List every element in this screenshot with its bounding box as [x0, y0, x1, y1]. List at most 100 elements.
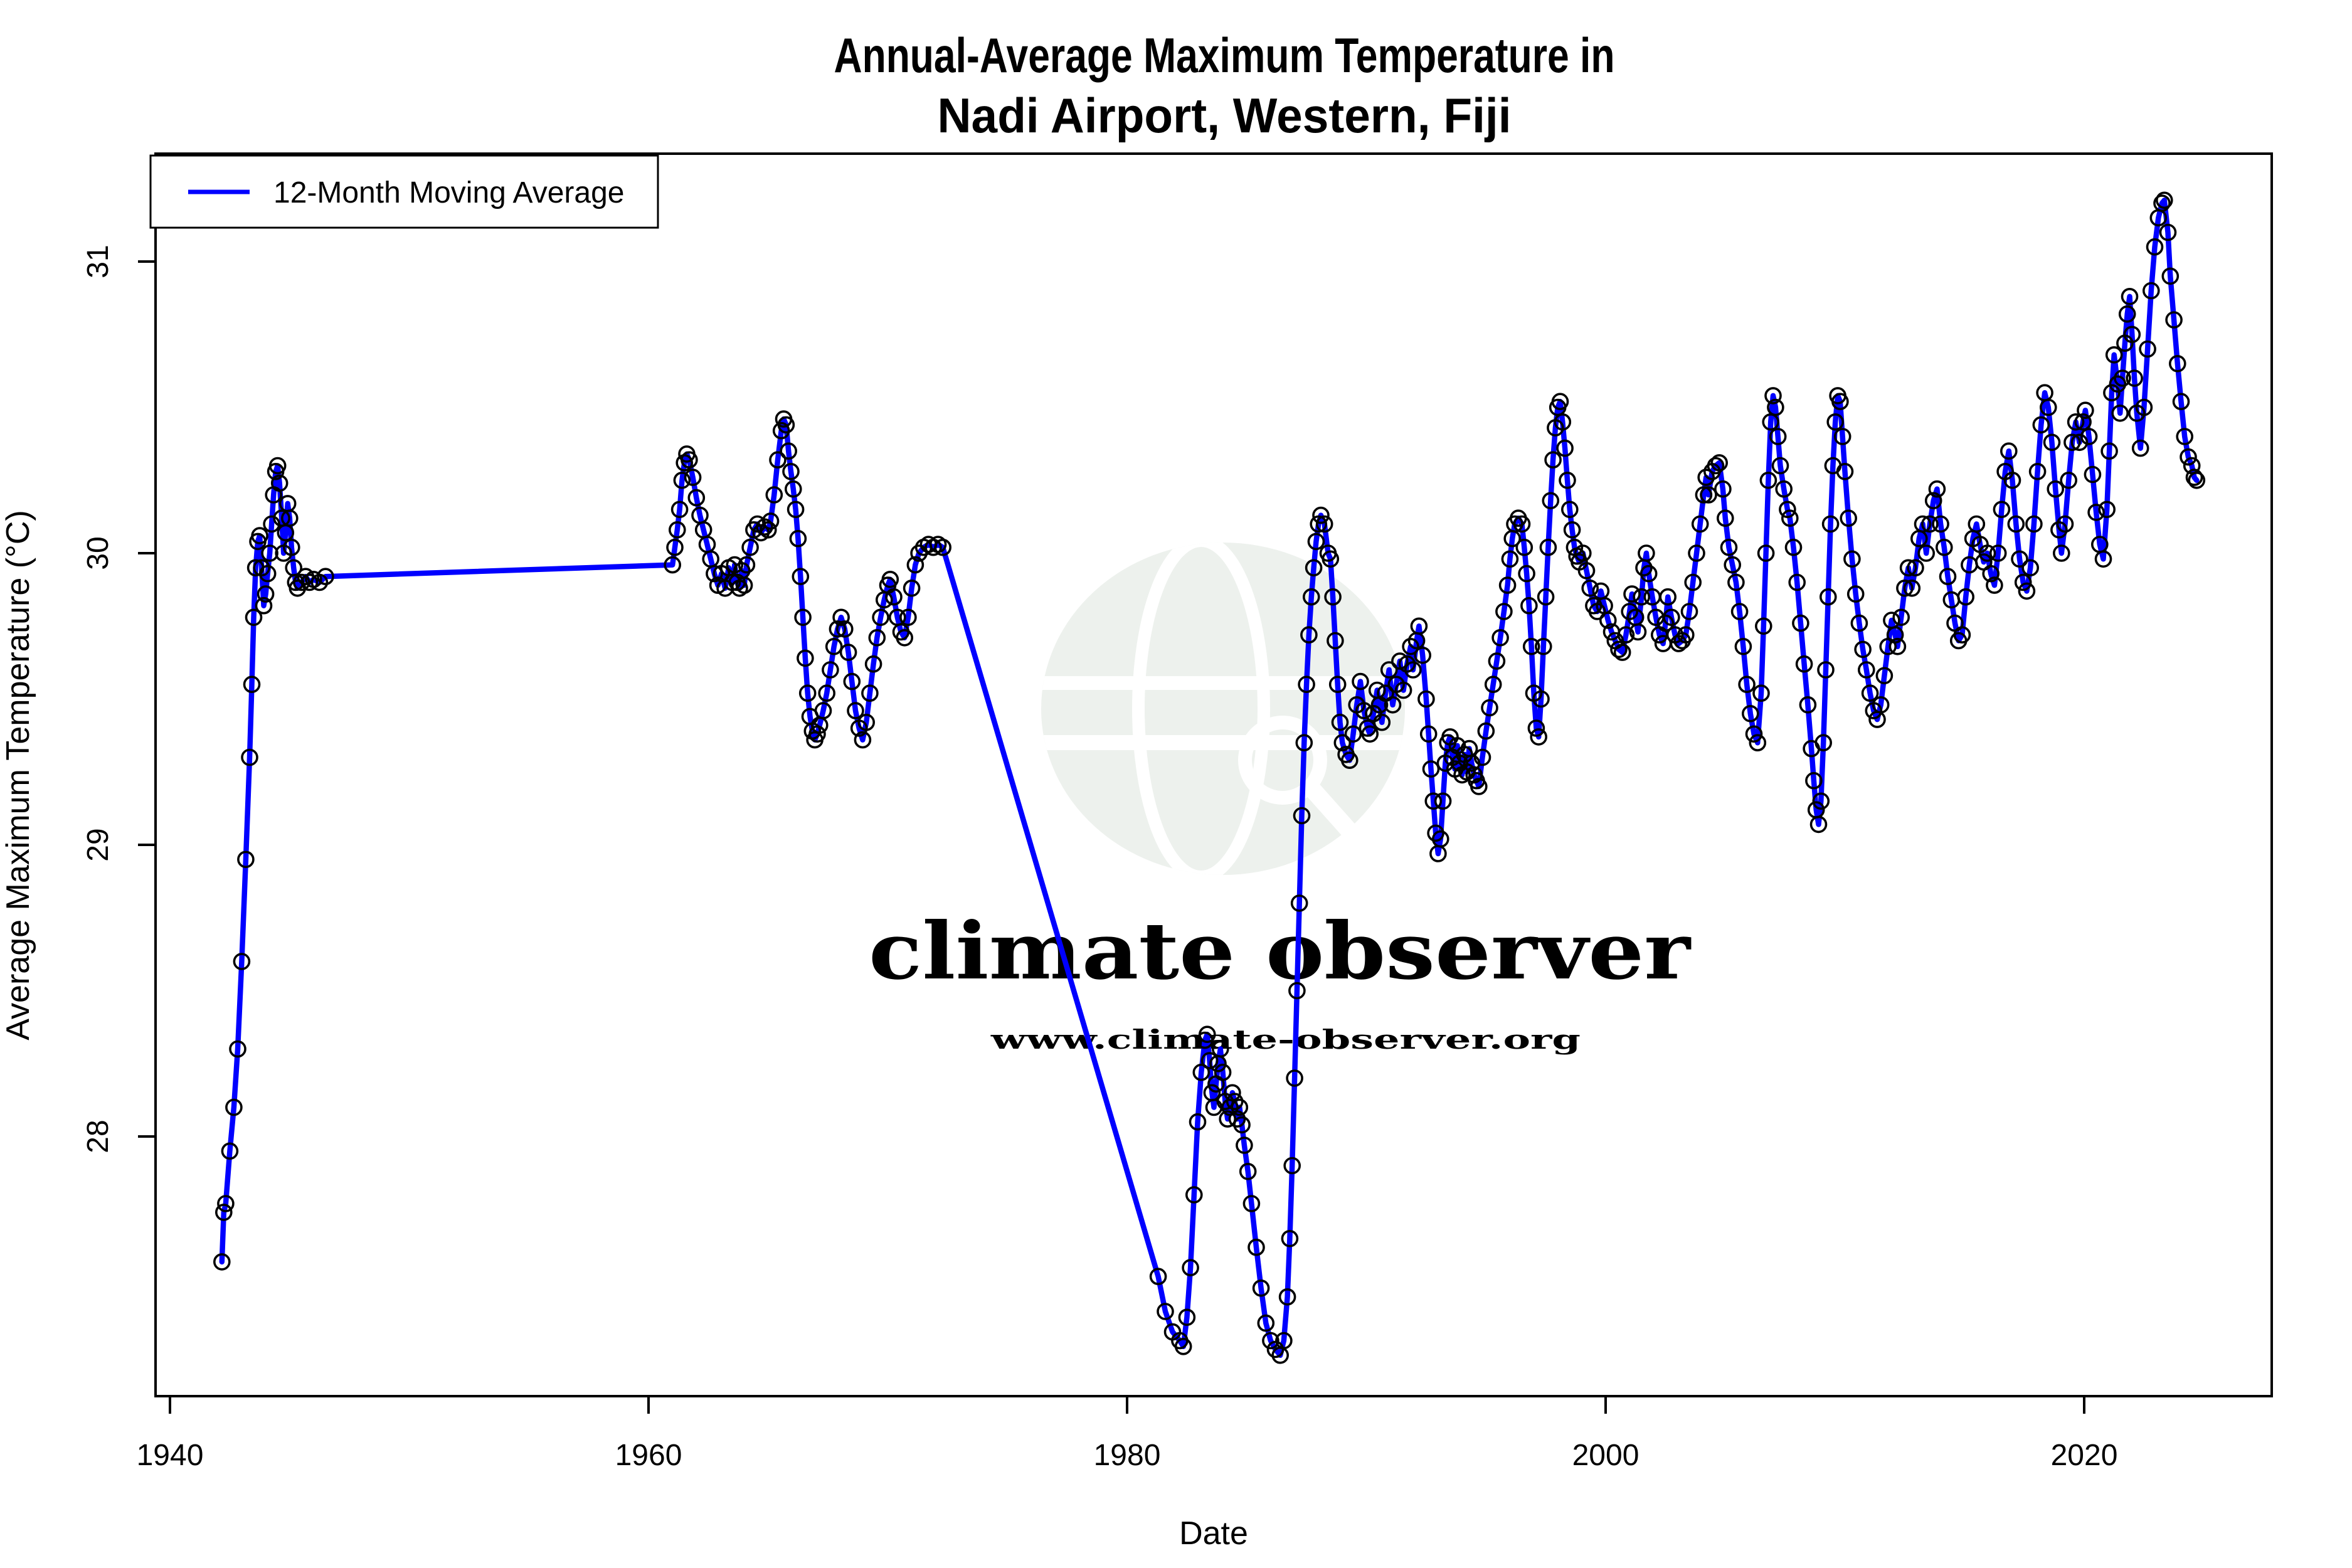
data-point-marker: [2123, 326, 2141, 344]
data-point-marker: [2040, 398, 2057, 416]
y-tick-label: 31: [82, 245, 115, 278]
data-point-marker: [798, 684, 817, 702]
data-point-marker: [1843, 550, 1861, 568]
data-point-marker: [233, 953, 251, 970]
data-point-marker: [310, 573, 329, 591]
data-point-marker: [1295, 734, 1313, 751]
data-point-marker: [1707, 457, 1725, 475]
data-point-marker: [1300, 626, 1318, 644]
data-point-marker: [258, 564, 277, 583]
data-point-marker: [1700, 486, 1717, 504]
data-point-marker: [2169, 354, 2186, 373]
data-point-marker: [1384, 696, 1402, 714]
data-point-marker: [1982, 564, 2000, 583]
data-point-marker: [1491, 628, 1509, 647]
data-point-marker: [1315, 515, 1333, 533]
data-point-marker: [1978, 544, 1996, 562]
data-point-marker: [2074, 413, 2092, 431]
data-point-marker: [1896, 579, 1914, 597]
watermark-url: www.climate-observer.org: [990, 1024, 1581, 1055]
data-point-marker: [1742, 705, 1759, 723]
data-point-marker: [1659, 588, 1677, 606]
data-point-marker: [1581, 579, 1599, 597]
data-point-marker: [1539, 538, 1557, 556]
data-point-marker: [1328, 675, 1347, 693]
data-point-marker: [1861, 684, 1879, 702]
data-point-marker: [1850, 614, 1868, 632]
data-point-marker: [1727, 573, 1745, 591]
data-point-marker: [1656, 614, 1675, 632]
data-point-marker: [769, 451, 787, 469]
data-point-marker: [2018, 582, 2036, 600]
data-point-marker: [1928, 480, 1946, 498]
data-point-marker: [1417, 690, 1435, 708]
x-axis: 1940 1960 1980 2000 2020: [137, 1396, 2117, 1472]
data-point-marker: [1986, 576, 2003, 594]
data-point-marker: [1233, 1116, 1251, 1134]
data-point-marker: [681, 451, 698, 469]
data-point-marker: [229, 1040, 246, 1058]
data-point-marker: [1495, 603, 1513, 620]
data-point-marker: [2060, 471, 2077, 489]
data-point-marker: [1953, 626, 1971, 644]
data-point-marker: [2176, 428, 2193, 445]
data-point-marker: [1290, 894, 1308, 912]
data-point-marker: [1185, 1186, 1203, 1204]
data-point-marker: [1422, 760, 1440, 778]
data-point-marker: [843, 672, 861, 691]
data-point-marker: [1432, 830, 1449, 848]
data-point-marker: [2105, 346, 2123, 364]
data-point-marker: [761, 512, 780, 530]
data-point-marker: [1361, 725, 1379, 743]
data-point-marker: [794, 608, 812, 627]
data-point-marker: [282, 538, 300, 556]
data-series: [213, 191, 2206, 1364]
data-point-marker: [1324, 588, 1342, 606]
data-point-marker: [2028, 462, 2047, 480]
data-point-marker: [1738, 675, 1756, 693]
data-point-marker: [669, 521, 686, 539]
data-point-marker: [2094, 550, 2112, 568]
data-point-marker: [1993, 501, 2011, 519]
data-point-marker: [1293, 807, 1311, 825]
data-point-marker: [1917, 544, 1935, 562]
data-point-marker: [1886, 626, 1904, 644]
data-point-marker: [1623, 585, 1641, 603]
data-point-marker: [1788, 573, 1806, 591]
data-point-marker: [1968, 515, 1986, 533]
data-point-marker: [2053, 544, 2070, 562]
data-point-marker: [1322, 550, 1340, 568]
data-point-marker: [300, 573, 319, 591]
data-point-marker: [1192, 1063, 1210, 1081]
data-point-marker: [1633, 588, 1650, 606]
data-point-marker: [1621, 603, 1638, 620]
data-point-marker: [1809, 815, 1828, 834]
data-point-marker: [1734, 638, 1752, 655]
data-point-marker: [2126, 369, 2143, 387]
data-point-marker: [2188, 471, 2206, 489]
data-point-marker: [2025, 515, 2043, 533]
legend: 12-Month Moving Average: [149, 154, 659, 229]
data-point-marker: [1840, 509, 1857, 527]
data-point-marker: [1957, 588, 1974, 606]
data-point-marker: [1814, 734, 1832, 751]
data-point-marker: [881, 570, 899, 588]
data-point-marker: [2146, 238, 2164, 256]
data-point-marker: [2103, 384, 2121, 402]
data-point-marker: [1252, 1279, 1270, 1297]
data-point-marker: [670, 501, 689, 519]
data-point-marker: [1724, 556, 1741, 574]
data-point-marker: [237, 850, 255, 869]
data-point-marker: [808, 725, 826, 743]
data-point-marker: [2139, 340, 2156, 358]
data-point-marker: [1757, 544, 1775, 562]
data-point-marker: [1640, 564, 1658, 583]
data-point-marker: [1872, 696, 1890, 714]
data-point-marker: [1178, 1308, 1196, 1327]
data-point-marker: [213, 1253, 231, 1271]
data-point-marker: [2118, 305, 2136, 323]
data-point-marker: [797, 649, 814, 667]
data-point-marker: [2185, 469, 2203, 486]
data-point-marker: [1530, 728, 1547, 746]
data-point-marker: [1554, 413, 1572, 431]
